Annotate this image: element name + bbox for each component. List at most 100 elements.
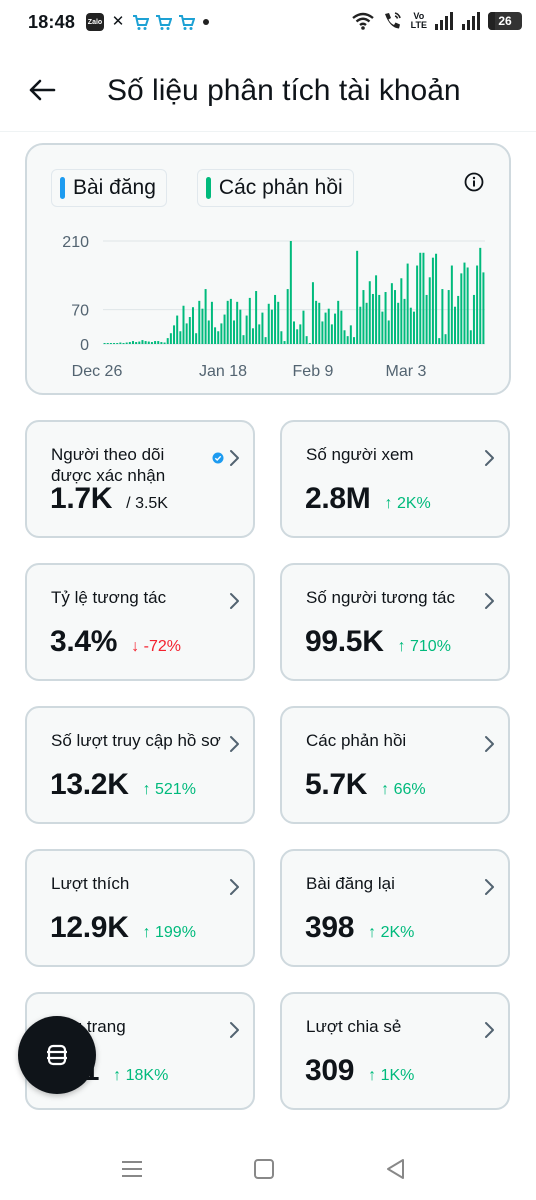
wifi-icon [351,12,374,30]
chart-bar [128,342,131,344]
chart-bar [387,320,390,344]
legend-color-posts [60,177,65,199]
verified-badge-icon [212,452,224,464]
chart-bar [242,335,245,344]
legend-posts[interactable]: Bài đăng [51,169,167,207]
metric-label: Lượt thích [51,873,221,894]
chart-bar [150,342,153,344]
page-header: Số liệu phân tích tài khoản [0,46,536,132]
chart-bar [352,337,355,344]
chart-bar [466,267,469,344]
chart-bar [425,294,428,344]
metric-label: Tỷ lệ tương tác [51,587,221,608]
chart-bar [406,263,409,344]
metric-label-text: Số người xem [306,445,414,464]
chart-bar [381,311,384,344]
chart-bar [390,283,393,344]
chart-bar [337,300,340,344]
chart-bar [220,323,223,344]
metric-card[interactable]: Số người xem 2.8M ↑ 2K% [280,420,510,538]
chart-bar [286,289,289,344]
metric-card[interactable]: Lượt thích 12.9K ↑ 199% [25,849,255,967]
metric-value: 5.7K [305,768,368,801]
chart-bar [201,308,204,344]
metric-card[interactable]: Bài đăng lại 398 ↑ 2K% [280,849,510,967]
grok-button[interactable] [18,1016,96,1094]
metric-value: 12.9K [50,911,129,944]
chart-bar [412,311,415,344]
chart-bar [258,324,261,344]
volte-bottom-text: LTE [410,20,427,30]
volte-indicator: Vo LTE [411,12,427,30]
chart-bar [233,320,236,344]
metric-label: Số người xem [306,444,476,465]
chart-bar [198,300,201,344]
call-wifi-icon [384,12,401,29]
battery-level: 26 [498,14,512,28]
metric-change: ↓ -72% [131,638,181,655]
chart-bar [321,321,324,344]
y-tick-label: 0 [80,337,89,354]
chart-bar [365,302,368,344]
chart-bar [318,302,321,344]
chart-bar [299,324,302,344]
chart-bar [416,265,419,344]
chevron-right-icon [485,450,494,466]
metric-card[interactable]: Tỷ lệ tương tác 3.4% ↓ -72% [25,563,255,681]
chevron-right-icon [485,879,494,895]
metric-card[interactable]: Các phản hồi 5.7K ↑ 66% [280,706,510,824]
chart-bar [438,338,441,344]
back-triangle-icon[interactable] [382,1156,410,1182]
metric-label-text: Số lượt truy cập hồ sơ [51,731,221,750]
chevron-right-icon [230,593,239,609]
chart-bar [229,298,232,344]
chart-bar [476,265,479,344]
chart-bar [217,331,220,344]
chart-bar [460,273,463,344]
chart-bar [131,341,134,344]
chart-bar [173,325,176,344]
chart-bar [479,247,482,344]
chart-bar [214,327,217,344]
chart-bar [191,307,194,344]
metric-total: / 3.5K [126,495,168,512]
metric-label-text: Các phản hồi [306,731,407,750]
shopee-cart-icon [156,14,172,30]
metric-card[interactable]: Số lượt truy cập hồ sơ 13.2K ↑ 521% [25,706,255,824]
signal-icon [435,12,453,30]
x-tick-label: Dec 26 [72,363,123,380]
chart-bar [116,343,119,345]
home-square-icon[interactable] [250,1156,278,1182]
chart-bar [138,341,141,344]
volte-top-text: Vo [413,11,425,21]
chart-bar [444,334,447,344]
chart-bar [305,336,308,344]
metric-card[interactable]: Lượt chia sẻ 309 ↑ 1K% [280,992,510,1110]
legend-replies[interactable]: Các phản hồi [196,169,354,207]
info-icon[interactable] [463,171,485,193]
chevron-right-icon [485,736,494,752]
chart-bar [289,241,292,344]
chart-bar [274,294,277,344]
chart-bar [166,338,169,344]
menu-icon[interactable] [118,1156,146,1182]
back-button[interactable] [26,74,58,106]
chart-bar [122,343,125,345]
chart-bar [293,321,295,344]
chart-bar [409,307,412,344]
metric-card[interactable]: Người theo dõi được xác nhận 1.7K / 3.5K [25,420,255,538]
metric-change: ↑ 2K% [384,495,431,512]
chart-bar [185,323,188,344]
chevron-right-icon [485,1022,494,1038]
metric-change: ↑ 1K% [368,1067,415,1084]
chart-bar [248,297,251,344]
chart-bar [403,298,406,344]
chart-bar [210,301,213,344]
x-tick-label: Mar 3 [386,363,427,380]
chart-bar [280,331,283,344]
metric-card[interactable]: Số người tương tác 99.5K ↑ 710% [280,563,510,681]
metric-change: ↑ 199% [142,924,196,941]
chart-bar [431,257,434,344]
arrow-left-icon [29,79,56,101]
chart-bar [384,292,387,344]
